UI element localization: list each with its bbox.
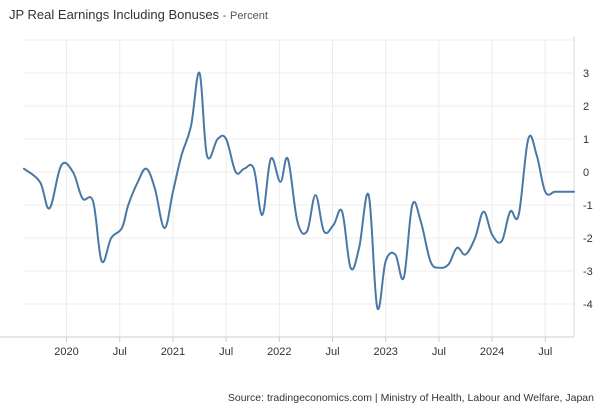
- chart-title-main: JP Real Earnings Including Bonuses: [9, 7, 220, 22]
- chart-subtitle: Percent: [229, 10, 268, 22]
- x-tick-label: Jul: [538, 346, 552, 358]
- source-line: Source: tradingeconomics.com | Ministry …: [227, 392, 594, 404]
- series-line-0: [23, 71, 575, 311]
- x-tick-label: Jul: [219, 346, 233, 358]
- y-tick-label: 0: [583, 167, 589, 179]
- y-tick-label: -2: [583, 233, 593, 245]
- chart-title: JP Real Earnings Including Bonuses - Per…: [9, 7, 268, 22]
- x-tick-label: 2023: [373, 346, 397, 358]
- series-layer: [23, 71, 575, 311]
- y-tick-label: -1: [583, 200, 593, 212]
- grid-layer: [24, 39, 574, 338]
- y-tick-label: -3: [583, 266, 593, 278]
- label-layer: 3 2 1 0 -1 -2 -3 -4 2020 Jul 2021 Jul 2022 Jul 2023 Jul…: [54, 68, 592, 358]
- x-tick-label: 2024: [480, 346, 504, 358]
- y-tick-label: 2: [583, 101, 589, 113]
- x-tick-label: Jul: [113, 346, 127, 358]
- x-tick-label: 2022: [267, 346, 291, 358]
- y-tick-label: 3: [583, 68, 589, 80]
- y-tick-label: -4: [583, 299, 593, 311]
- x-tick-label: 2020: [54, 346, 78, 358]
- x-tick-label: Jul: [432, 346, 446, 358]
- x-tick-label: Jul: [325, 346, 339, 358]
- y-tick-label: 1: [583, 134, 589, 146]
- chart-title-separator: -: [222, 10, 227, 22]
- axis-layer: [0, 36, 575, 342]
- x-tick-label: 2021: [161, 346, 185, 358]
